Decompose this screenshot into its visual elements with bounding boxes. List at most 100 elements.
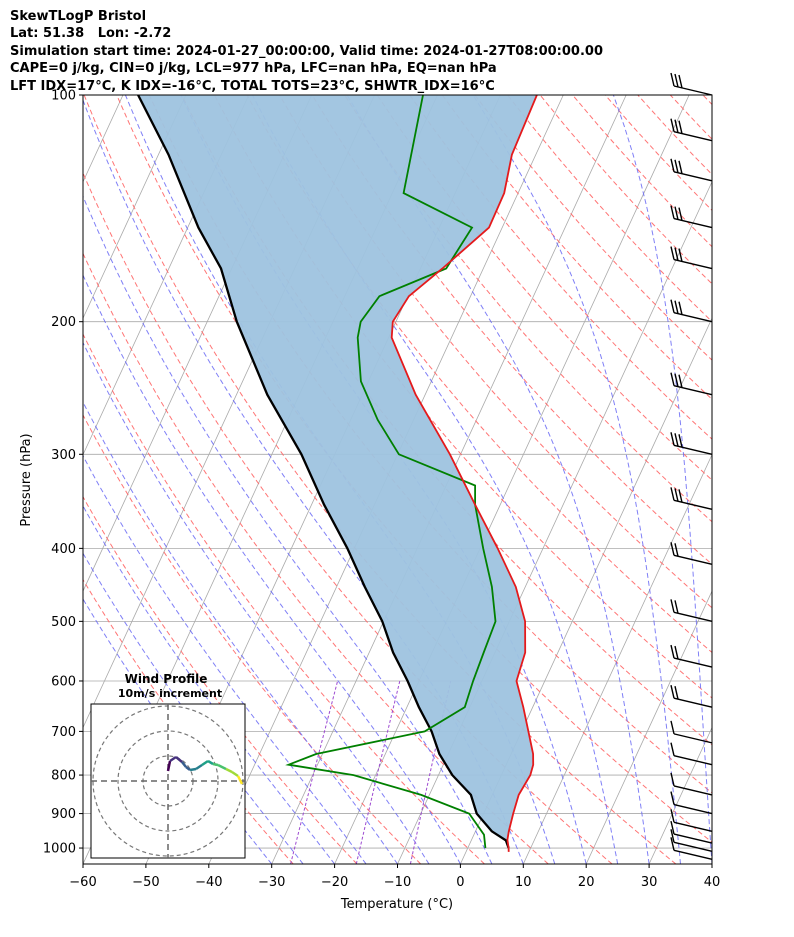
isotherm-line xyxy=(648,726,712,864)
x-tick-label: 0 xyxy=(456,875,464,890)
dewpoint-line xyxy=(285,95,497,849)
dry-adiabat xyxy=(83,333,485,864)
wind-barb-flag xyxy=(674,645,679,660)
dry-adiabat xyxy=(83,578,294,864)
dry-adiabat xyxy=(311,95,712,565)
y-tick-label: 300 xyxy=(51,448,76,463)
y-tick-label: 900 xyxy=(51,807,76,822)
dry-adiabat xyxy=(736,95,794,864)
wind-barb-flag xyxy=(674,373,679,387)
y-tick-label: 500 xyxy=(51,615,76,630)
wind-barb xyxy=(670,542,713,566)
dry-adiabat xyxy=(572,95,712,248)
wind-barb xyxy=(670,487,713,511)
dry-adiabat xyxy=(637,95,712,176)
wind-barb-staff xyxy=(673,733,713,744)
y-tick-label: 100 xyxy=(51,89,76,104)
wind-barb-flag xyxy=(670,372,675,386)
wind-barb-flag xyxy=(670,432,675,446)
wind-barb-flag xyxy=(678,434,683,448)
wind-barb-flag xyxy=(670,644,675,659)
wind-barb-flag xyxy=(674,488,679,502)
wind-barb-flag xyxy=(670,158,675,172)
x-tick-label: −50 xyxy=(132,875,159,890)
wind-barb-flag xyxy=(678,74,683,89)
hodograph-trace xyxy=(236,775,244,785)
wind-barb-flag xyxy=(674,433,679,447)
dry-adiabat xyxy=(669,95,712,140)
hodograph-trace xyxy=(166,760,172,772)
wind-barb-staff xyxy=(673,803,713,815)
moist-adiabat xyxy=(83,504,335,864)
moist-adiabat xyxy=(83,552,304,864)
moist-adiabat xyxy=(83,341,430,864)
dry-adiabat xyxy=(279,95,712,609)
hodograph-trace xyxy=(217,763,227,771)
wind-barb xyxy=(670,809,713,832)
time-line: Simulation start time: 2024-01-27_00:00:… xyxy=(10,43,603,59)
hodograph-trace xyxy=(195,763,203,771)
chart-title: SkewTLogP Bristol xyxy=(10,9,147,24)
dry-adiabat xyxy=(83,414,422,864)
chart-header: SkewTLogP Bristol Lat: 51.38 Lon: -2.72 Si… xyxy=(10,8,603,95)
wind-barb xyxy=(670,72,713,96)
wind-barb-flag xyxy=(674,600,679,614)
wind-barb-flag xyxy=(678,207,683,221)
cin-cape-shading xyxy=(138,95,537,852)
isotherm-line xyxy=(334,95,690,864)
y-tick-label: 600 xyxy=(51,674,76,689)
dry-adiabat xyxy=(376,95,712,481)
x-tick-label: 20 xyxy=(578,875,595,890)
dry-adiabat xyxy=(539,95,712,285)
moist-adiabat xyxy=(346,95,650,864)
isotherm-line xyxy=(585,590,712,864)
wind-barb xyxy=(670,372,713,396)
dry-adiabat xyxy=(409,95,712,440)
wind-barb-flag xyxy=(678,301,683,315)
wind-barb-flag xyxy=(670,72,675,87)
x-tick-label: −10 xyxy=(384,875,411,890)
wind-barb xyxy=(670,772,713,796)
temperature-line xyxy=(390,95,538,852)
parcel-profile-line xyxy=(137,95,510,849)
hodograph-trace xyxy=(185,766,191,771)
wind-barb-flag xyxy=(670,246,675,260)
y-tick-label: 400 xyxy=(51,542,76,557)
hodograph-trace xyxy=(231,770,239,778)
x-tick-label: −30 xyxy=(258,875,285,890)
wind-barb xyxy=(670,432,713,455)
y-axis-label: Pressure (hPa) xyxy=(19,433,34,526)
wind-barb-staff xyxy=(673,821,713,832)
wind-barb-staff xyxy=(673,258,713,270)
x-tick-label: 10 xyxy=(515,875,532,890)
hodograph-trace xyxy=(225,767,233,774)
location-line: Lat: 51.38 Lon: -2.72 xyxy=(10,26,172,42)
wind-barb xyxy=(670,820,713,844)
wind-barb xyxy=(670,205,713,229)
dry-adiabat xyxy=(768,95,794,864)
x-axis-label: Temperature (°C) xyxy=(340,897,453,912)
wind-barb-staff xyxy=(673,85,713,96)
wind-barb-flag xyxy=(670,809,675,823)
wind-barb-staff xyxy=(673,755,713,766)
wind-barb-staff xyxy=(673,785,713,796)
wind-barb xyxy=(670,685,713,708)
axis-ticks: −60 −50 −40 −30 −20 −10 0 10 20 30 40 100 200 300 400 5… xyxy=(43,89,720,891)
wind-barb-flag xyxy=(670,829,675,843)
wind-barb-flag xyxy=(670,487,675,501)
moist-adiabat xyxy=(83,401,398,864)
wind-barb-flag xyxy=(678,120,683,134)
wind-barb xyxy=(670,299,713,323)
shaded-area xyxy=(138,95,537,852)
wind-barb-flag xyxy=(678,248,683,262)
wind-barb-staff xyxy=(673,312,713,323)
dry-adiabat xyxy=(246,95,712,654)
wind-barb xyxy=(670,720,713,744)
isotherm-line xyxy=(83,95,250,456)
wind-barb-flag xyxy=(670,299,675,313)
dry-adiabat xyxy=(83,252,549,864)
wind-barb-flag xyxy=(674,159,679,173)
wind-barb-flag xyxy=(674,543,679,557)
hodograph-trace xyxy=(181,761,187,768)
